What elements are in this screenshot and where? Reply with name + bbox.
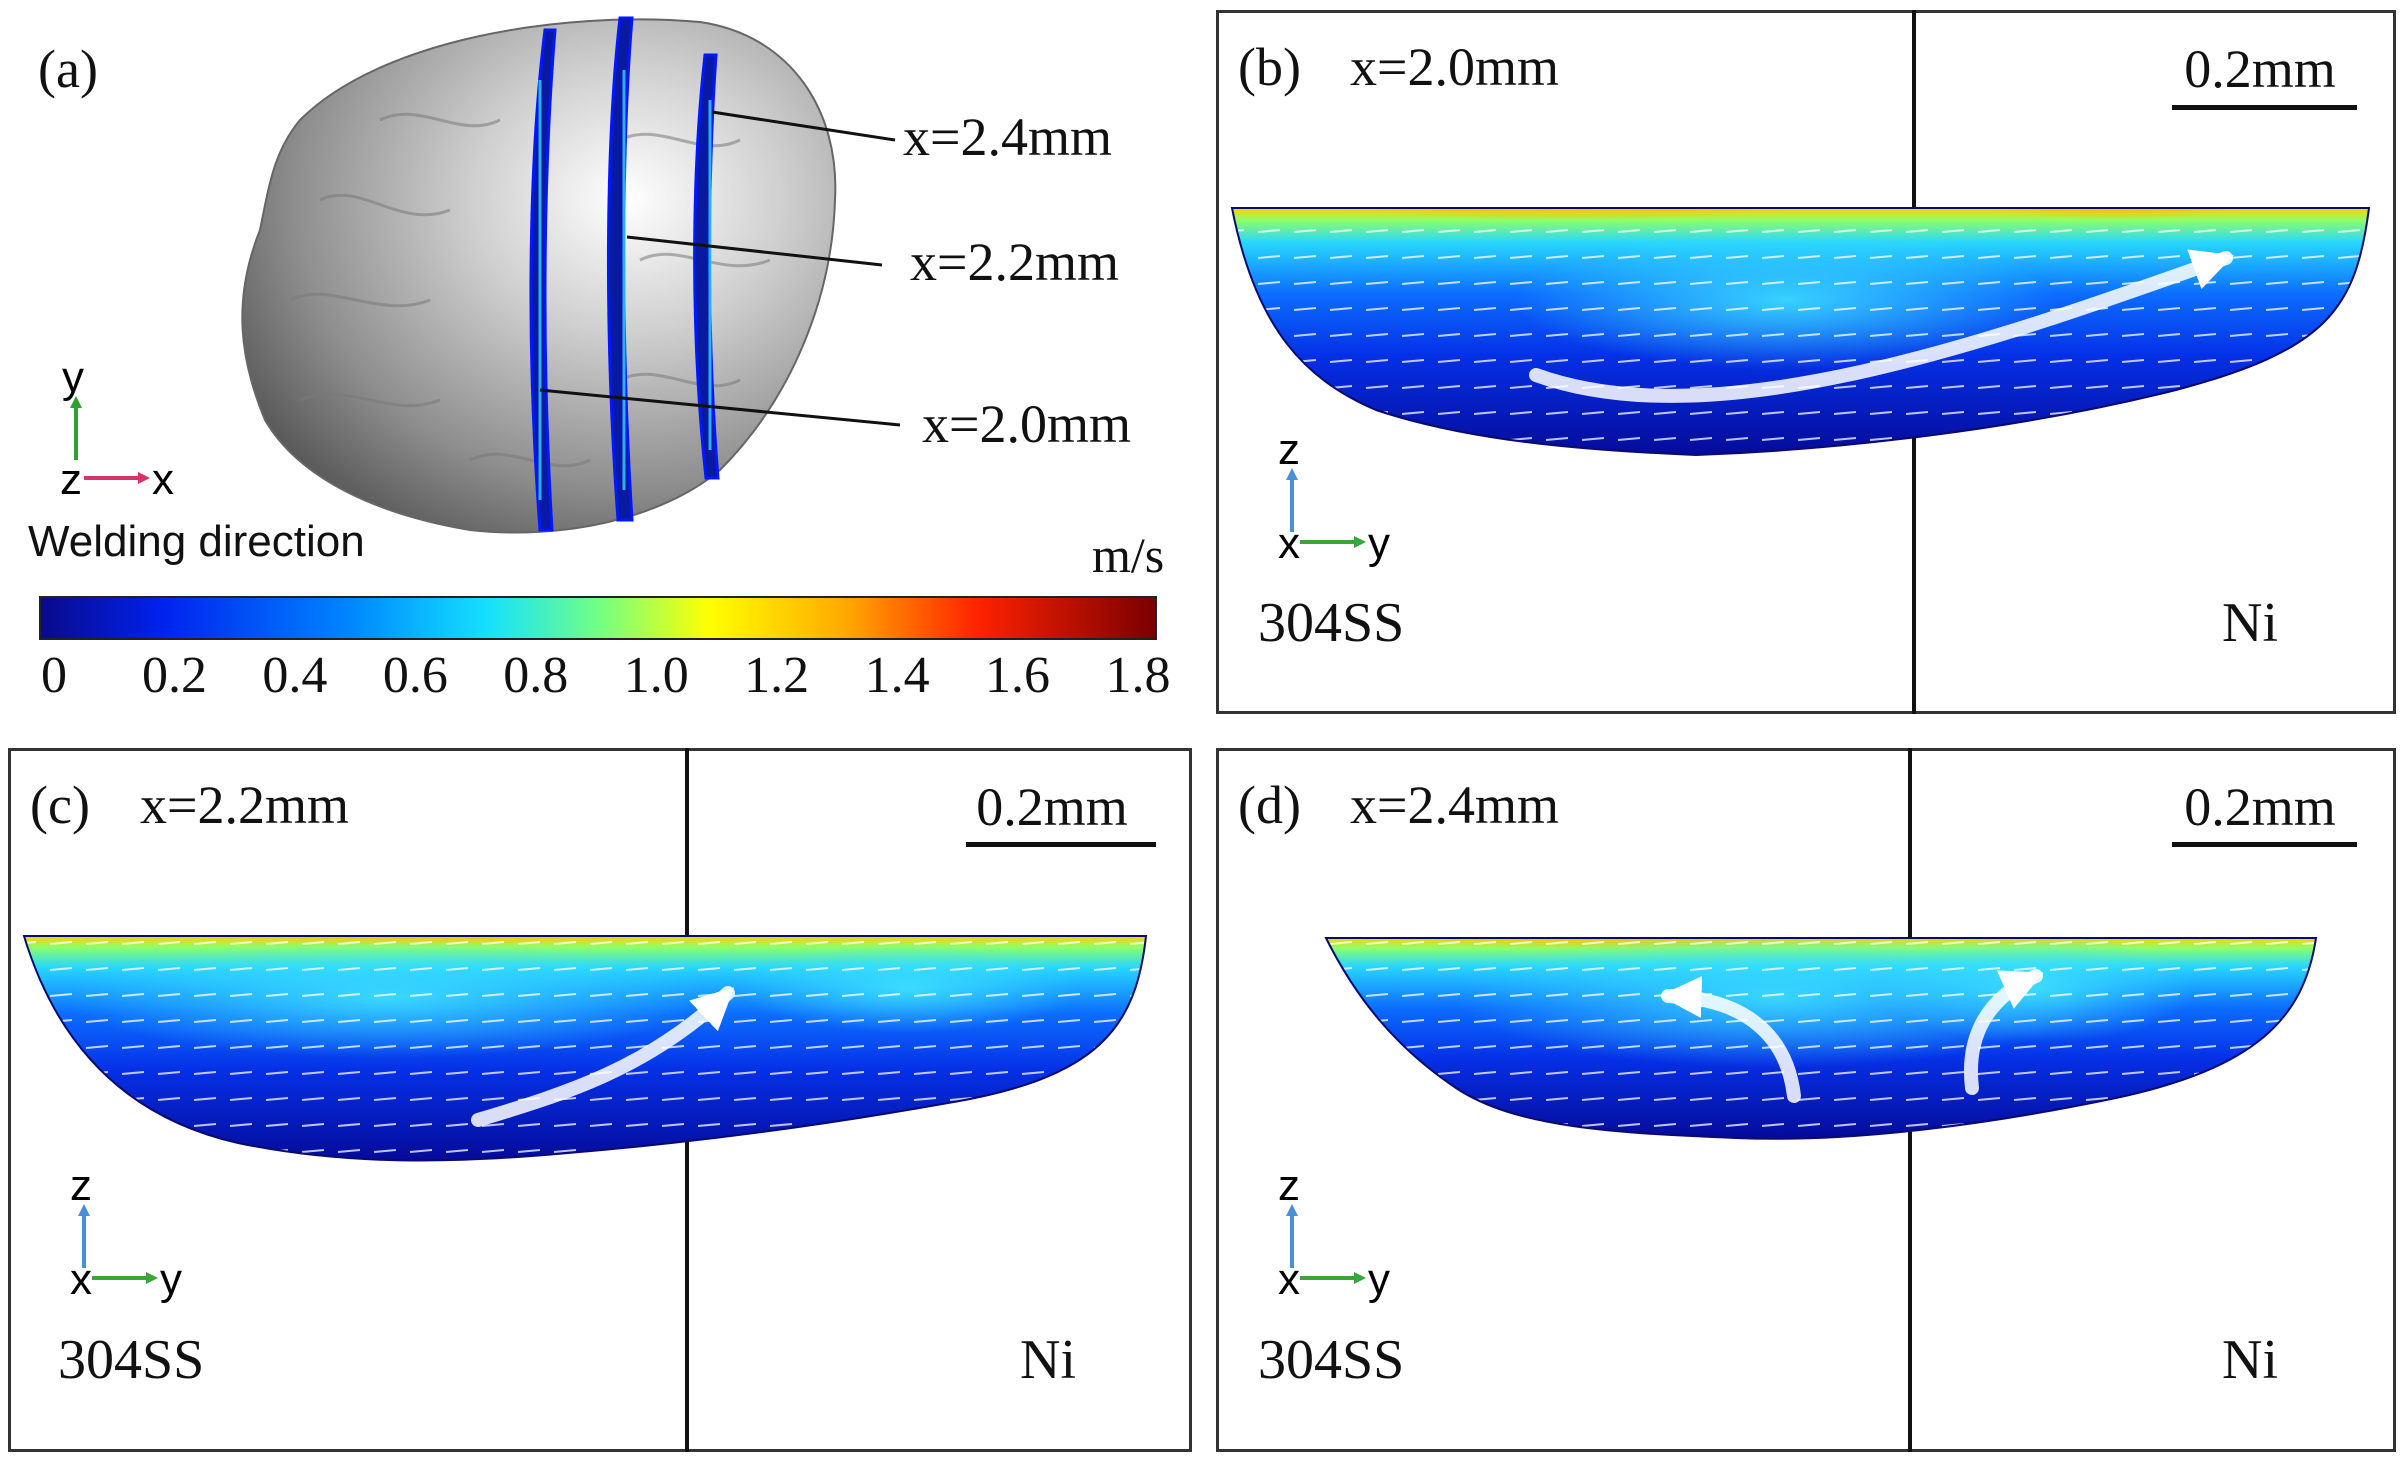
colorbar-tick-label: 0.2 [141, 647, 207, 704]
triad-b-out: x [1278, 519, 1300, 568]
triad-c-out: x [70, 1255, 92, 1304]
panel-b [1216, 10, 2396, 714]
panel-b-velocity-field [1230, 207, 2371, 457]
panel-c-scale-label: 0.2mm [976, 777, 1128, 837]
colorbar-tick-label: 0.6 [382, 647, 448, 704]
panel-c-scale-bar [966, 842, 1156, 847]
panel-a-label: (a) [38, 39, 98, 99]
panel-d-scale-label: 0.2mm [2184, 777, 2336, 837]
triad-d-right: y [1368, 1255, 1390, 1304]
panel-c-velocity-field [22, 935, 1148, 1162]
panel-b-scale-bar [2172, 105, 2357, 110]
panel-d-left-material: 304SS [1258, 1329, 1405, 1391]
panel-b-position: x=2.0mm [1350, 37, 1559, 97]
slice-label-2.2: x=2.2mm [910, 232, 1119, 292]
triad-b-right: y [1368, 519, 1390, 568]
panel-d [1216, 748, 2396, 1452]
colorbar-tick-label: 1.6 [985, 647, 1051, 704]
colorbar-tick-label: 0.4 [262, 647, 328, 704]
triad-d-out: x [1278, 1255, 1300, 1304]
panel-b-scale-label: 0.2mm [2184, 39, 2336, 99]
colorbar-tick-label: 1.2 [744, 647, 810, 704]
slice-label-2.0: x=2.0mm [922, 394, 1131, 454]
triad-a-up: y [62, 353, 84, 402]
colorbar-tick-label: 1.4 [864, 647, 930, 704]
axis-triad-b: z x y [1278, 425, 1390, 568]
slice-x-2.0 [529, 28, 557, 532]
triad-c-up: z [70, 1161, 92, 1210]
panel-d-flow-arrow-left [1659, 976, 1801, 1103]
panel-c-flow-arrow [471, 986, 735, 1127]
triad-a-right: x [152, 455, 174, 504]
colorbar-tick-label: 0.8 [503, 647, 569, 704]
triad-b-up: z [1278, 425, 1300, 474]
panel-c [8, 748, 1192, 1452]
panel-b-label: (b) [1238, 37, 1301, 97]
triad-c-right: y [160, 1255, 182, 1304]
triad-a-out: z [60, 455, 82, 504]
colorbar-tick-label: 0 [41, 647, 67, 704]
panel-b-left-material: 304SS [1258, 592, 1405, 654]
panel-c-right-material: Ni [1020, 1329, 1076, 1391]
panel-c-label: (c) [30, 775, 90, 835]
welding-direction-label: Welding direction [28, 517, 365, 566]
panel-c-left-material: 304SS [58, 1329, 205, 1391]
panel-d-scale-bar [2172, 842, 2357, 847]
panel-d-right-material: Ni [2222, 1329, 2278, 1391]
axis-triad-d: z x y [1278, 1161, 1390, 1304]
colorbar-tick-label: 1.0 [623, 647, 689, 704]
panel-d-position: x=2.4mm [1350, 775, 1559, 835]
panel-c-position: x=2.2mm [140, 775, 349, 835]
panel-b-flow-arrow [1529, 249, 2234, 403]
axis-triad-c: z x y [70, 1161, 182, 1304]
colorbar-unit: m/s [1092, 527, 1165, 583]
panel-d-velocity-field [1324, 937, 2318, 1140]
triad-d-up: z [1278, 1161, 1300, 1210]
colorbar-tick-label: 1.8 [1105, 647, 1171, 704]
panel-d-label: (d) [1238, 775, 1301, 835]
panel-d-flow-arrow-right [1964, 969, 2044, 1095]
axis-triad-a: y z x [60, 353, 174, 504]
weld-pool-3d [241, 16, 901, 534]
colorbar [39, 596, 1157, 640]
panel-b-right-material: Ni [2222, 592, 2278, 654]
slice-label-2.4: x=2.4mm [903, 107, 1112, 167]
